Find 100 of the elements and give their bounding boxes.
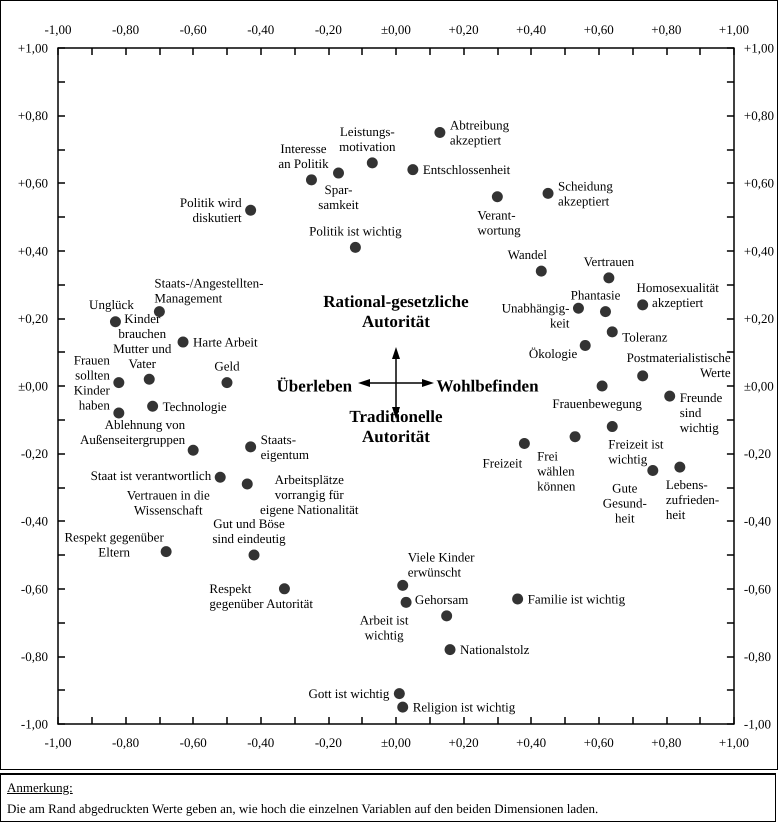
x-tick-label: -0,20 (314, 735, 342, 750)
annotation: Staat ist verantwortlich (90, 468, 212, 483)
x2-tick-label: +0,80 (651, 22, 682, 37)
x2-tick-label: -0,80 (112, 22, 140, 37)
point (350, 242, 361, 253)
point (637, 370, 648, 382)
x2-tick-label: +1,00 (718, 22, 749, 37)
point (647, 465, 658, 476)
x-tick-label: +1,00 (718, 735, 749, 750)
point (400, 596, 412, 608)
y-tick-label: +0,40 (18, 243, 48, 258)
x-tick-label: +0,40 (516, 735, 546, 750)
y-tick-label: -1,00 (20, 716, 48, 732)
point (221, 377, 232, 388)
point (434, 127, 446, 138)
y2-tick-label: +0,20 (744, 310, 774, 326)
annotation: Abtreibung akzeptiert (450, 118, 510, 148)
annotation: Rational-gesetzliche Autorität (323, 292, 470, 332)
annotation: Toleranz (622, 329, 668, 344)
annotation: Freunde sind wichtig (680, 390, 723, 436)
annotation: Postmaterialistische Werte (626, 350, 731, 380)
point (160, 546, 172, 558)
point (366, 157, 378, 168)
point (518, 438, 530, 449)
annotation: Überleben (276, 376, 353, 396)
y2-tick-label: -0,60 (744, 581, 772, 596)
point (333, 168, 344, 179)
point (394, 688, 405, 700)
annotation: Wandel (508, 247, 548, 262)
annotation: Verant- wortung (477, 208, 522, 238)
point (248, 550, 260, 560)
point (637, 299, 648, 310)
point (113, 377, 124, 388)
annotation: Freizeit ist wichtig (608, 436, 664, 467)
y-tick-label: -0,20 (20, 446, 48, 462)
point (178, 336, 189, 348)
annotation: Unglück (89, 296, 134, 312)
annotation: Kinder brauchen Mutter und Vater (113, 311, 172, 372)
annotation: Viele Kinder erwünscht (408, 549, 476, 580)
annotation: Gute Gesund- heit (602, 480, 647, 526)
point (397, 580, 408, 591)
y-tick-label: +0,80 (18, 108, 48, 124)
annotation: Traditionelle Autorität (349, 407, 443, 446)
point (245, 204, 256, 216)
point (606, 326, 618, 338)
y2-tick-label: +1,00 (744, 40, 774, 56)
x-tick-label: +0,60 (584, 735, 614, 750)
annotation: Interesse an Politik (278, 140, 330, 171)
annotation: Vertrauen (584, 254, 635, 269)
annotation: Entschlossenheit (422, 162, 511, 178)
point (397, 702, 408, 713)
point (144, 374, 155, 385)
text: Die am Rand abgedruckten Werte geben an, wie hoch die einzelnen Variablen auf den beiden Dimensionen laden. (7, 801, 600, 817)
annotation: Respekt gegenüber Eltern (64, 530, 164, 560)
y-tick-label: ±0,00 (18, 378, 48, 394)
point (492, 191, 503, 202)
x2-tick-label: +0,20 (448, 22, 479, 37)
x-tick-label: -0,40 (247, 735, 274, 750)
y2-tick-label: -0,80 (744, 648, 772, 664)
point (407, 164, 418, 176)
point (188, 444, 199, 456)
point (603, 272, 614, 284)
annotation: Leistungs- motivation (339, 124, 396, 154)
y2-tick-label: -0,40 (744, 514, 772, 529)
point (536, 266, 547, 277)
point (242, 478, 253, 490)
y2-tick-label: ±0,00 (744, 378, 774, 394)
annotation: Lebens- zufrieden- heit (666, 477, 720, 522)
x2-tick-label: ±0,00 (381, 22, 411, 37)
point (596, 380, 608, 392)
annotation: Gut und Böse sind eindeutig (212, 516, 286, 546)
annotation: Spar- samkeit (318, 182, 360, 212)
y2-tick-label: +0,80 (744, 108, 774, 124)
point (113, 408, 124, 419)
annotation: Wohlbefinden (436, 376, 540, 396)
annotation: Gehorsam (414, 592, 468, 607)
x-tick-label: -1,00 (44, 735, 72, 750)
point (570, 431, 581, 442)
annotation: Staats- eigentum (260, 432, 310, 462)
y2-tick-label: +0,60 (744, 176, 774, 191)
point (606, 421, 618, 432)
annotation: Familie ist wichtig (528, 591, 626, 606)
annotation: Vertrauen in die Wissenschaft (126, 487, 210, 518)
annotation: Arbeitsplätze vorrangig für eigene Nationalität (260, 472, 359, 518)
x2-tick-label: -1,00 (44, 22, 72, 37)
annotation: Harte Arbeit (193, 334, 258, 350)
y2-tick-label: -0,20 (744, 446, 772, 462)
annotation: Phantasie (570, 288, 621, 303)
annotation: Ablehnung von Außenseitergruppen (80, 417, 186, 448)
annotation: Staats-/Angestellten- Management (154, 276, 264, 306)
x2-tick-label: +0,60 (584, 22, 614, 37)
point (110, 316, 121, 328)
x2-tick-label: -0,60 (180, 22, 207, 37)
x-tick-label: ±0,00 (381, 735, 411, 750)
annotation: Arbeit ist wichtig (360, 612, 409, 642)
x-tick-label: +0,80 (651, 735, 682, 750)
point (542, 188, 554, 199)
point (245, 441, 256, 452)
annotation: Freizeit (482, 455, 523, 470)
annotation: Scheidung akzeptiert (558, 178, 614, 208)
